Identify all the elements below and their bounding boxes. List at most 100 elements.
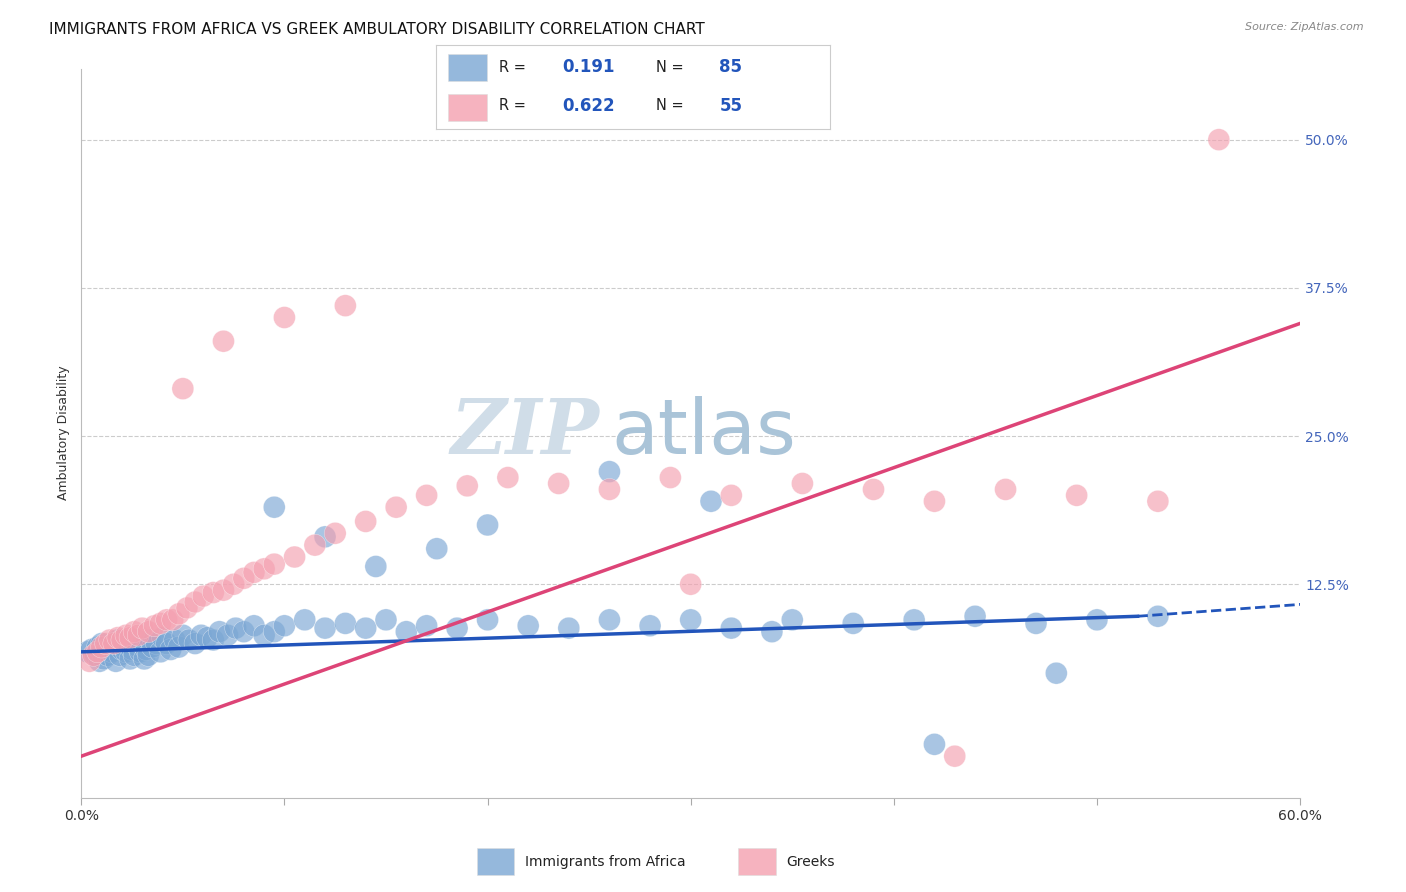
Ellipse shape xyxy=(426,538,447,559)
Ellipse shape xyxy=(87,641,108,663)
Ellipse shape xyxy=(457,475,478,497)
Ellipse shape xyxy=(103,632,125,655)
Ellipse shape xyxy=(253,558,276,580)
Ellipse shape xyxy=(548,473,569,494)
Ellipse shape xyxy=(87,636,108,658)
Ellipse shape xyxy=(162,609,184,631)
Ellipse shape xyxy=(120,648,141,670)
Text: Immigrants from Africa: Immigrants from Africa xyxy=(524,855,685,869)
Ellipse shape xyxy=(395,621,418,642)
Ellipse shape xyxy=(366,556,387,577)
Ellipse shape xyxy=(193,585,214,607)
Ellipse shape xyxy=(1208,128,1230,151)
Ellipse shape xyxy=(156,609,177,631)
Ellipse shape xyxy=(89,650,111,673)
Ellipse shape xyxy=(184,591,207,613)
Ellipse shape xyxy=(202,582,225,604)
Ellipse shape xyxy=(243,561,264,583)
Ellipse shape xyxy=(273,615,295,637)
Ellipse shape xyxy=(121,639,143,660)
Ellipse shape xyxy=(112,636,135,658)
Ellipse shape xyxy=(184,632,207,655)
Ellipse shape xyxy=(93,648,115,670)
Ellipse shape xyxy=(599,478,620,500)
Ellipse shape xyxy=(190,624,212,646)
Ellipse shape xyxy=(131,617,153,639)
Ellipse shape xyxy=(149,613,172,634)
Ellipse shape xyxy=(135,639,157,660)
Ellipse shape xyxy=(842,613,865,634)
Ellipse shape xyxy=(212,579,235,601)
Ellipse shape xyxy=(120,627,141,648)
Ellipse shape xyxy=(76,641,98,663)
Ellipse shape xyxy=(176,597,198,619)
Ellipse shape xyxy=(225,617,246,639)
Ellipse shape xyxy=(862,478,884,500)
FancyBboxPatch shape xyxy=(447,94,486,120)
Text: 0.622: 0.622 xyxy=(562,96,614,114)
Ellipse shape xyxy=(115,624,136,646)
Ellipse shape xyxy=(111,629,134,651)
Ellipse shape xyxy=(131,632,153,655)
Ellipse shape xyxy=(152,627,173,648)
Text: N =: N = xyxy=(657,60,689,75)
Ellipse shape xyxy=(792,473,814,494)
Ellipse shape xyxy=(965,606,986,627)
Ellipse shape xyxy=(1147,606,1168,627)
Ellipse shape xyxy=(108,644,131,666)
Ellipse shape xyxy=(294,609,316,631)
Ellipse shape xyxy=(354,510,377,533)
Ellipse shape xyxy=(284,546,305,568)
Ellipse shape xyxy=(94,632,117,655)
Ellipse shape xyxy=(208,621,231,642)
Ellipse shape xyxy=(273,307,295,328)
Y-axis label: Ambulatory Disability: Ambulatory Disability xyxy=(58,366,70,500)
Ellipse shape xyxy=(79,650,100,673)
FancyBboxPatch shape xyxy=(477,848,515,875)
Ellipse shape xyxy=(477,609,499,631)
Ellipse shape xyxy=(679,609,702,631)
Ellipse shape xyxy=(115,641,136,663)
Ellipse shape xyxy=(416,484,437,507)
Ellipse shape xyxy=(761,621,783,642)
Ellipse shape xyxy=(325,523,346,544)
Ellipse shape xyxy=(263,496,285,518)
Ellipse shape xyxy=(160,639,181,660)
Ellipse shape xyxy=(416,615,437,637)
Ellipse shape xyxy=(385,496,408,518)
Ellipse shape xyxy=(496,467,519,489)
Text: atlas: atlas xyxy=(612,396,796,470)
Ellipse shape xyxy=(558,617,579,639)
Ellipse shape xyxy=(156,632,177,655)
Ellipse shape xyxy=(903,609,925,631)
Text: R =: R = xyxy=(499,98,530,113)
Ellipse shape xyxy=(84,644,107,666)
Ellipse shape xyxy=(253,624,276,646)
Ellipse shape xyxy=(314,526,336,548)
Ellipse shape xyxy=(640,615,661,637)
Ellipse shape xyxy=(139,629,162,651)
Ellipse shape xyxy=(172,377,194,400)
FancyBboxPatch shape xyxy=(447,54,486,81)
Ellipse shape xyxy=(143,615,166,637)
Ellipse shape xyxy=(107,629,129,651)
Ellipse shape xyxy=(98,629,121,651)
Ellipse shape xyxy=(1025,613,1047,634)
Text: N =: N = xyxy=(657,98,689,113)
Ellipse shape xyxy=(943,745,966,767)
Ellipse shape xyxy=(517,615,538,637)
Ellipse shape xyxy=(142,636,163,658)
Ellipse shape xyxy=(335,613,356,634)
Ellipse shape xyxy=(446,617,468,639)
Ellipse shape xyxy=(720,484,742,507)
Ellipse shape xyxy=(94,639,117,660)
Ellipse shape xyxy=(1085,609,1108,631)
Ellipse shape xyxy=(720,617,742,639)
Ellipse shape xyxy=(197,627,218,648)
Ellipse shape xyxy=(138,644,159,666)
Ellipse shape xyxy=(924,491,945,512)
Ellipse shape xyxy=(314,617,336,639)
Ellipse shape xyxy=(127,624,149,646)
Ellipse shape xyxy=(129,641,152,663)
Ellipse shape xyxy=(167,636,190,658)
